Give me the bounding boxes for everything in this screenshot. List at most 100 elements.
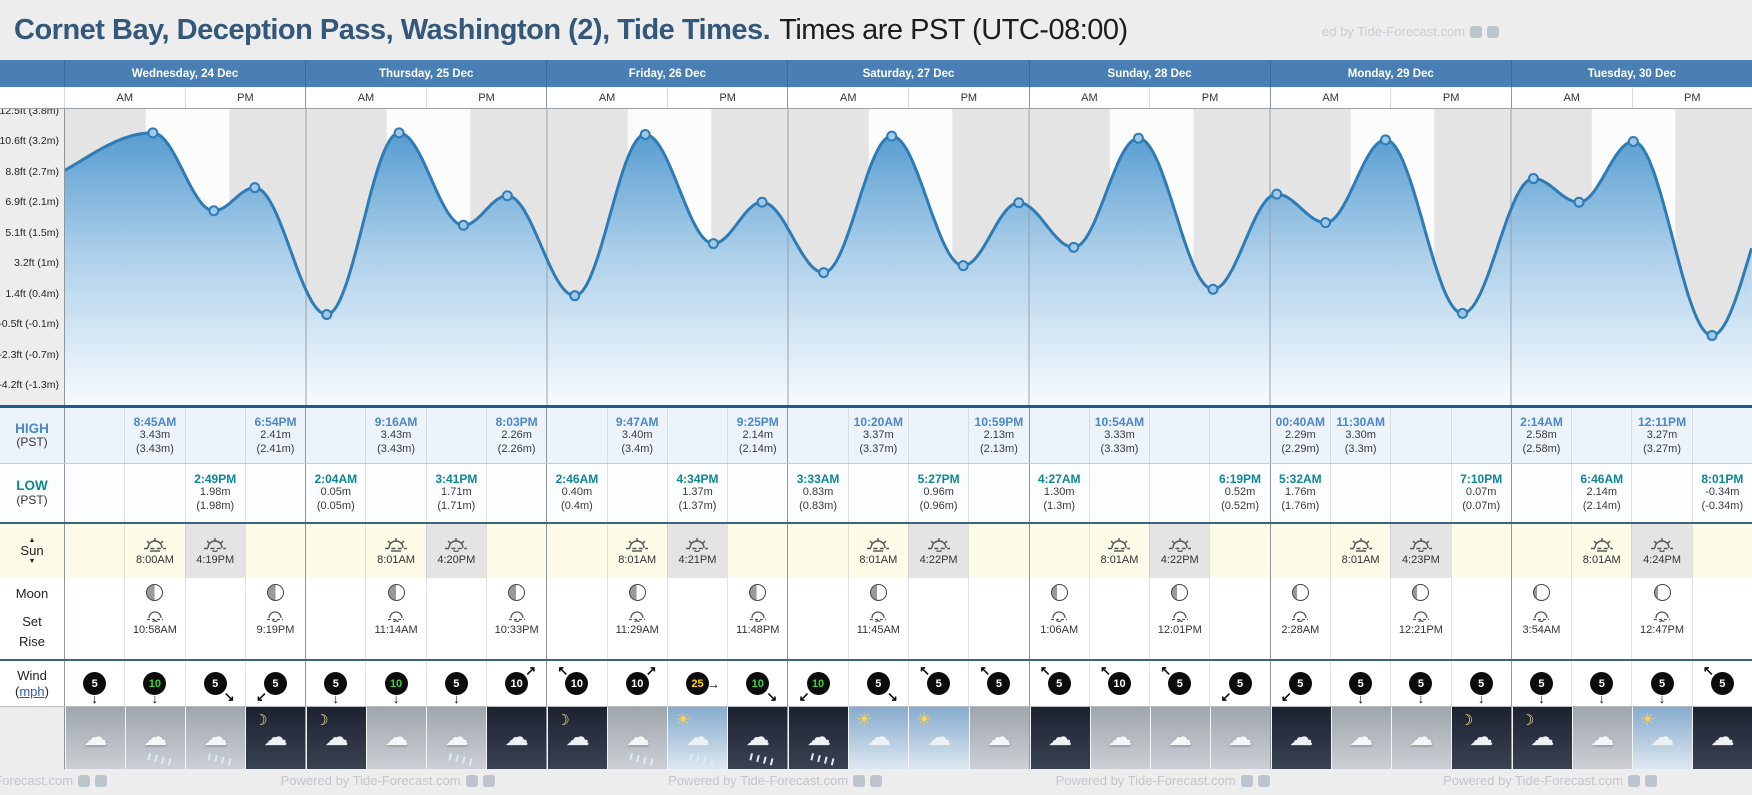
tide-time: 00:40AM xyxy=(1275,414,1326,429)
weather-tile-cloud: ☁ xyxy=(65,707,126,769)
day-subcell xyxy=(184,408,245,463)
low-tide-point xyxy=(321,308,333,320)
footer-watermark: Powered by Tide-Forecast.com xyxy=(1056,773,1270,788)
day-subcell: 5 ↖ xyxy=(1149,661,1209,706)
sunrise-time: 8:01AM xyxy=(618,553,657,566)
day-column: 5 ↙ 5 ↓ 5 ↓ 5 ↓ xyxy=(1269,661,1511,706)
sunrise-icon xyxy=(866,537,890,552)
y-axis-tick: 6.9ft (2.1m) xyxy=(5,196,59,209)
wind-marker: 5 ↘ xyxy=(866,672,898,703)
tide-height-m-paren: (0.96m) xyxy=(919,500,958,512)
weather-tile-sun-cloud: ☀ ☁ xyxy=(908,707,969,769)
wind-arrow-icon: ↓ xyxy=(1598,691,1606,706)
low-pst-label: (PST) xyxy=(16,492,48,507)
day-column: ☽ ☁ ☁ ☁ ☁ xyxy=(305,707,547,769)
day-subcell xyxy=(65,578,124,659)
sunrise-icon xyxy=(384,537,408,552)
wind-marker: 5 ↙ xyxy=(256,672,287,703)
day-subcell xyxy=(1571,408,1631,463)
day-subcell xyxy=(1088,464,1149,522)
tide-curve-svg xyxy=(65,109,1752,405)
footer-watermark: Powered by Tide-Forecast.com xyxy=(281,773,495,788)
day-subcell xyxy=(1691,524,1752,578)
wind-arrow-icon: ↖ xyxy=(1702,663,1714,678)
low-tide-point xyxy=(569,290,581,302)
tide-height-m: 3.43m xyxy=(380,428,412,441)
day-column: ☁ ☀ ☁ ☀ ☁ ☁ xyxy=(787,707,1029,769)
tide-time: 2:46AM xyxy=(555,472,599,487)
ampm-header-row: AM PM AM PM AM PM AM PM AM PM AM PM AM PM xyxy=(0,87,1752,109)
day-subcell: 10 ↓ xyxy=(365,661,425,706)
wind-arrow-icon: ↓ xyxy=(1658,691,1666,706)
day-subcell xyxy=(788,408,847,463)
high-tide-entry: 8:03PM 2.26m (2.26m) xyxy=(485,408,546,463)
sunset-time: 4:19PM xyxy=(196,553,235,566)
day-header-gutter xyxy=(0,60,64,87)
sunrise-cell: 8:01AM xyxy=(847,524,908,578)
day-subcell xyxy=(65,464,124,522)
high-tide-entry: 2:14AM 2.58m (2.58m) xyxy=(1512,408,1571,463)
weather-tile-rain: ☁ xyxy=(607,707,668,769)
day-header-row: Wednesday, 24 Dec Thursday, 25 Dec Friday,… xyxy=(0,60,1752,87)
moon-set-time: 3:54AM xyxy=(1522,624,1561,636)
high-tide-entry: 10:54AM 3.33m (3.33m) xyxy=(1088,408,1149,463)
day-subcell xyxy=(968,464,1028,522)
sun-icon: ☀ xyxy=(675,710,691,729)
day-subcell xyxy=(788,524,847,578)
day-subcell xyxy=(65,524,124,578)
ampm-label: PM xyxy=(1631,87,1752,108)
moon-event-cell: 11:29AM xyxy=(606,578,667,659)
wind-marker: 5 ↓ xyxy=(1349,672,1373,705)
weather-tile-rain: ☁ xyxy=(727,707,788,769)
day-header: Thursday, 25 Dec xyxy=(305,60,546,87)
tide-height-m-paren: (2.14m) xyxy=(738,442,777,455)
footer-watermark: Powered by Tide-Forecast.com xyxy=(668,773,883,788)
high-tide-point xyxy=(1379,134,1391,146)
tide-height-m-paren: (3.33m) xyxy=(1100,442,1139,455)
day-subcell xyxy=(1209,524,1269,578)
tide-time: 7:10PM xyxy=(1460,472,1503,487)
tide-height-m-paren: (0.05m) xyxy=(316,500,355,512)
sunrise-triangle-icon: ▲ xyxy=(28,536,36,544)
tide-time: 3:41PM xyxy=(435,472,478,487)
tide-height-m: 3.33m xyxy=(1104,428,1135,441)
moonrise-icon xyxy=(387,610,405,622)
tide-height-m: 1.71m xyxy=(441,486,472,499)
cloud-icon: ☁ xyxy=(1469,724,1494,751)
moon-icon: ☽ xyxy=(1459,712,1474,729)
sun-icon: ☀ xyxy=(916,710,932,729)
day-subcell: 5 ↙ xyxy=(244,661,305,706)
moon-event-cell: 1:06AM xyxy=(1030,578,1089,659)
cloud-icon: ☁ xyxy=(866,724,891,751)
day-column: 2:14AM 2.58m (2.58m) 12:11PM 3.27m (3.27m) xyxy=(1510,408,1752,463)
day-subcell: 10 ↙ xyxy=(788,661,847,706)
tide-height-m-paren: (2.13m) xyxy=(979,442,1018,455)
weather-tile-cloud: ☁ xyxy=(366,707,427,769)
sunset-time: 4:22PM xyxy=(1160,553,1199,566)
moon-set-time: 1:06AM xyxy=(1040,624,1079,636)
sunrise-time: 8:00AM xyxy=(135,553,174,566)
moon-icon: ☽ xyxy=(556,712,570,729)
low-tide-entry: 3:41PM 1.71m (1.71m) xyxy=(425,464,486,522)
sunset-time: 4:23PM xyxy=(1401,553,1440,566)
high-tide-point xyxy=(1271,188,1283,200)
moon-rise-time: 11:14AM xyxy=(374,624,418,636)
moon-set-time: 11:48PM xyxy=(736,624,780,636)
ampm-label: AM xyxy=(1269,87,1391,108)
tide-time: 8:03PM xyxy=(495,414,538,429)
moon-rise-time: 10:58AM xyxy=(132,624,177,636)
day-subcell xyxy=(547,524,606,578)
high-tide-point xyxy=(756,196,768,208)
cloud-icon: ☁ xyxy=(263,724,288,751)
day-subcell xyxy=(1329,464,1390,522)
day-subcell xyxy=(1030,524,1089,578)
rain-icon xyxy=(817,754,821,763)
day-subcell: 5 ↓ xyxy=(65,661,124,706)
moon-event-cell: 11:45AM xyxy=(847,578,908,659)
mph-link[interactable]: mph xyxy=(19,683,45,699)
low-tide-point xyxy=(818,267,830,279)
day-subcell: 25 → xyxy=(666,661,727,706)
wind-arrow-icon: ↗ xyxy=(645,663,657,678)
wind-marker: 5 ↓ xyxy=(444,672,468,705)
tide-height-m: 2.14m xyxy=(742,428,774,441)
